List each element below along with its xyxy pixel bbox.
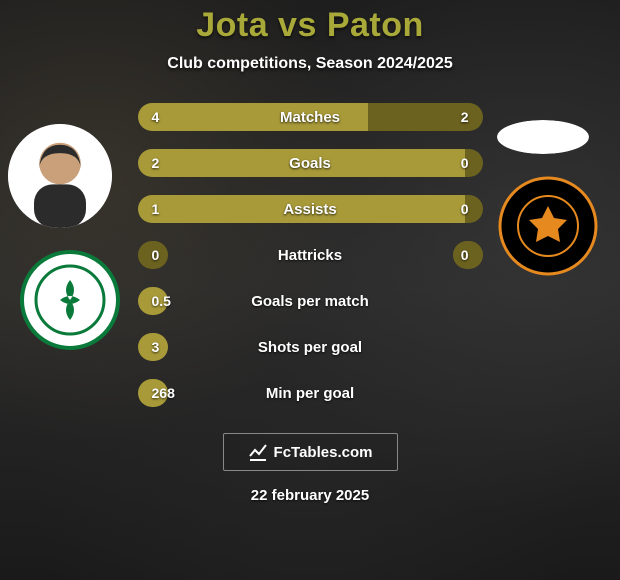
club-right-crest [498,176,598,276]
stat-row: 10Assists [138,195,483,223]
player-left-avatar [8,124,112,228]
stat-row: 0.5Goals per match [138,287,483,315]
bar-right-value: 0 [461,201,469,217]
stat-row: 268Min per goal [138,379,483,407]
bar-left: 0.5 [138,287,168,315]
stat-row: 20Goals [138,149,483,177]
page-title: Jota vs Paton [196,6,424,45]
bar-left: 268 [138,379,168,407]
chart-icon [248,442,268,462]
bar-right-value: 0 [461,155,469,171]
club-left-crest [20,250,120,350]
bar-left-value: 0 [152,247,160,263]
bar-right: 0 [453,241,483,269]
brand-box: FcTables.com [223,433,398,471]
bar-left-value: 4 [152,109,160,125]
bar-left-value: 2 [152,155,160,171]
bar-left: 2 [138,149,466,177]
celtic-crest-icon [20,250,120,350]
bar-right: 0 [465,149,482,177]
footer-date: 22 february 2025 [251,487,369,504]
stat-row: 42Matches [138,103,483,131]
player-right-avatar [497,120,589,154]
bar-right: 2 [368,103,483,131]
bar-left: 0 [138,241,168,269]
bar-spacer [168,241,453,269]
bar-right-value: 2 [461,109,469,125]
bar-left: 3 [138,333,168,361]
bar-spacer [168,287,483,315]
person-icon [8,124,112,228]
bar-spacer [168,379,483,407]
stat-row: 3Shots per goal [138,333,483,361]
bar-right-value: 0 [461,247,469,263]
bar-right: 0 [465,195,482,223]
bar-left: 4 [138,103,368,131]
infographic: Jota vs Paton Club competitions, Season … [0,0,620,580]
ellipse-icon [497,120,589,154]
stat-rows: 42Matches20Goals10Assists00Hattricks0.5G… [138,103,483,407]
page-subtitle: Club competitions, Season 2024/2025 [167,55,452,73]
dundee-united-crest-icon [498,176,598,276]
bar-left-value: 3 [152,339,160,355]
bar-left: 1 [138,195,466,223]
bar-spacer [168,333,483,361]
brand-text: FcTables.com [274,444,373,461]
bar-left-value: 1 [152,201,160,217]
stat-row: 00Hattricks [138,241,483,269]
